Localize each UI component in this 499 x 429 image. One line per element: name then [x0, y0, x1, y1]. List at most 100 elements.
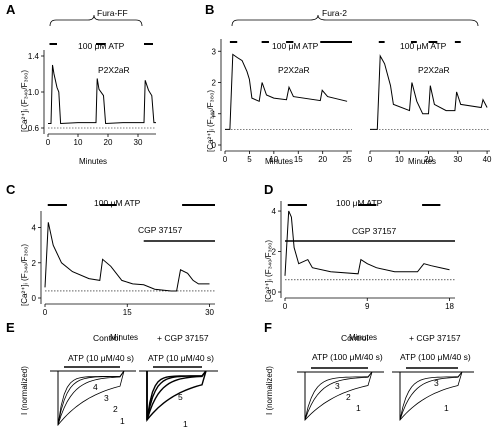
panel-b2-atp-label: 100 μM ATP: [400, 41, 447, 51]
a-y-tick-label: 1.4: [28, 52, 40, 61]
panel-b-ylabel: [Ca²⁺]ᵢ (F₃₄₀/F₃₈₀): [206, 90, 215, 152]
b2-x-tick-label: 10: [395, 155, 404, 164]
c-x-tick-label: 15: [123, 308, 132, 317]
panel-e-curve-label-2: 2: [113, 404, 118, 414]
panel-e-cgp-title: + CGP 37157: [157, 333, 209, 343]
panel-a-bracket: [49, 14, 143, 27]
b-x-tick-label: 15: [294, 155, 303, 164]
panel-f-cgp-curve-label-1: 1: [444, 403, 449, 413]
panel-e-cgp-curve-label-5: 5: [178, 392, 183, 402]
panel-d-ylabel: [Ca²⁺]ᵢ (F₃₄₀/F₃₈₀): [264, 240, 273, 302]
panel-e-control-title: Control: [93, 333, 121, 343]
b-y-tick-label: 0: [212, 141, 217, 150]
panel-b-bracket: [231, 14, 479, 27]
panel-d-atp-label: 100 μM ATP: [336, 198, 383, 208]
f-control-current-trace: [304, 371, 373, 421]
panel-c-atp-label: 100 μM ATP: [94, 198, 141, 208]
e-control-current-trace: [57, 370, 125, 426]
panel-label-f: F: [264, 320, 272, 335]
f-control-current-trace: [304, 371, 373, 422]
b2-x-tick-label: 40: [483, 155, 492, 164]
a-y-tick-label: 1.0: [28, 88, 40, 97]
b-x-tick-label: 20: [318, 155, 327, 164]
b2-x-tick-label: 30: [453, 155, 462, 164]
panel-b-receptor-label: P2X2aR: [278, 65, 310, 75]
panel-f-ylabel: I (normalized): [265, 366, 274, 415]
a-x-tick-label: 10: [74, 138, 83, 147]
f-cgp-current-trace: [399, 371, 463, 421]
panel-label-a: A: [6, 2, 16, 17]
d-x-tick-label: 0: [283, 302, 288, 311]
f-cgp-current-trace: [399, 371, 463, 421]
b-y-tick-label: 1: [212, 110, 217, 119]
panel-label-b: B: [205, 2, 214, 17]
e-control-current-trace: [57, 370, 125, 426]
panel-e-cgp-stim: ATP (10 μM/40 s): [148, 353, 214, 363]
panel-e-cgp-curve-label-1: 1: [183, 419, 188, 429]
b-x-tick-label: 5: [247, 155, 252, 164]
d-y-tick-label: 4: [272, 207, 277, 216]
panel-e-curve-label-3: 3: [104, 393, 109, 403]
panel-b2-receptor-label: P2X2aR: [418, 65, 450, 75]
e-cgp-current-trace: [146, 370, 207, 421]
panel-f-control-stim: ATP (100 μM/40 s): [312, 352, 383, 362]
panel-c-ylabel: [Ca²⁺]ᵢ (F₃₄₀/F₃₈₀): [20, 244, 29, 306]
a-x-tick-label: 20: [104, 138, 113, 147]
panel-b-atp-label: 100 μM ATP: [272, 41, 319, 51]
b-y-tick-label: 3: [212, 47, 217, 56]
b-trace: [225, 53, 348, 130]
b-y-tick-label: 2: [212, 79, 217, 88]
a-trace: [48, 64, 156, 125]
c-y-tick-label: 4: [32, 224, 37, 233]
panel-b-bracket-label: Fura-2: [322, 8, 347, 18]
panel-c-xlabel: Minutes: [110, 333, 138, 342]
panel-d-drug-label: CGP 37157: [352, 226, 397, 236]
e-cgp-current-trace: [146, 370, 207, 421]
panel-f-cgp-title: + CGP 37157: [409, 333, 461, 343]
panel-f-cgp-stim: ATP (100 μM/40 s): [400, 352, 471, 362]
panel-f-curve-label-2: 2: [346, 392, 351, 402]
e-cgp-current-trace: [146, 370, 207, 421]
b-x-tick-label: 0: [223, 155, 228, 164]
panel-label-e: E: [6, 320, 15, 335]
panel-f-curve-label-3: 3: [335, 381, 340, 391]
c-y-tick-label: 0: [32, 294, 37, 303]
f-control-current-trace: [304, 371, 373, 421]
d-y-tick-label: 2: [272, 248, 277, 257]
b2-trace: [370, 54, 488, 130]
c-y-tick-label: 2: [32, 259, 37, 268]
c-x-tick-label: 0: [43, 308, 48, 317]
panel-e-control-stim: ATP (10 μM/40 s): [68, 353, 134, 363]
panel-label-d: D: [264, 182, 273, 197]
b2-x-tick-label: 0: [368, 155, 373, 164]
panel-c-drug-label: CGP 37157: [138, 225, 183, 235]
d-y-tick-label: 0: [272, 288, 277, 297]
a-x-tick-label: 0: [46, 138, 51, 147]
panel-f-curve-label-1: 1: [356, 403, 361, 413]
panel-d-xlabel: Minutes: [349, 333, 377, 342]
e-control-current-trace: [57, 370, 125, 427]
panel-b2-xlabel: Minutes: [408, 157, 436, 166]
b-x-tick-label: 25: [343, 155, 352, 164]
panel-e-curve-label-1: 1: [120, 416, 125, 426]
d-trace: [284, 210, 450, 276]
panel-e-ylabel: I (normalized): [20, 366, 29, 415]
panel-e-curve-label-4: 4: [93, 382, 98, 392]
b2-x-tick-label: 20: [424, 155, 433, 164]
panel-a-receptor-label: P2X2aR: [98, 65, 130, 75]
panel-a-atp-label: 100 μM ATP: [78, 41, 125, 51]
a-y-tick-label: 0.6: [28, 124, 40, 133]
e-cgp-current-trace: [146, 370, 207, 422]
panel-label-c: C: [6, 182, 16, 197]
panel-f-control-title: Control: [341, 333, 369, 343]
panel-a-bracket-label: Fura-FF: [97, 8, 128, 18]
e-control-current-trace: [57, 370, 125, 426]
panel-a-xlabel: Minutes: [79, 157, 107, 166]
c-x-tick-label: 30: [205, 308, 214, 317]
d-x-tick-label: 9: [365, 302, 370, 311]
panel-b-xlabel: Minutes: [265, 157, 293, 166]
a-x-tick-label: 30: [134, 138, 143, 147]
d-x-tick-label: 18: [445, 302, 454, 311]
